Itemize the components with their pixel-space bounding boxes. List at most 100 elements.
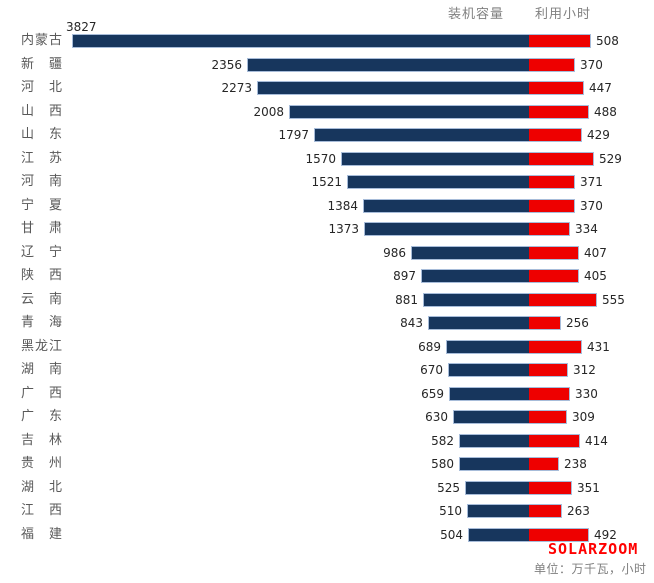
hours-bar — [529, 129, 581, 141]
capacity-bar — [454, 411, 529, 423]
capacity-bar — [290, 106, 529, 118]
hours-value-label: 407 — [584, 246, 607, 260]
diverging-bar — [448, 363, 568, 377]
capacity-bar — [424, 294, 529, 306]
diverging-bar — [459, 434, 580, 448]
hours-value-label: 256 — [566, 316, 589, 330]
capacity-value-label: 510 — [439, 504, 462, 518]
legend-hours-label: 利用小时 — [535, 7, 592, 22]
capacity-value-label: 1521 — [311, 175, 342, 189]
hours-value-label: 371 — [580, 175, 603, 189]
diverging-bar — [468, 528, 589, 542]
province-label: 内蒙古 — [20, 33, 63, 48]
capacity-bar — [364, 200, 529, 212]
province-label: 云 南 — [20, 292, 63, 307]
province-label: 福 建 — [20, 527, 63, 542]
hours-bar — [529, 364, 567, 376]
hours-value-label: 431 — [587, 340, 610, 354]
hours-bar — [529, 388, 569, 400]
diverging-bar — [446, 340, 582, 354]
capacity-value-label: 659 — [421, 387, 444, 401]
diverging-bar — [423, 293, 597, 307]
diverging-bar — [247, 58, 575, 72]
hours-bar — [529, 294, 596, 306]
hours-bar — [529, 223, 569, 235]
capacity-value-label: 689 — [418, 340, 441, 354]
province-label: 广 东 — [20, 409, 63, 424]
capacity-value-label: 2273 — [221, 81, 252, 95]
capacity-value-label: 897 — [393, 269, 416, 283]
capacity-bar — [422, 270, 529, 282]
province-label: 江 苏 — [20, 151, 63, 166]
hours-value-label: 414 — [585, 434, 608, 448]
capacity-bar — [466, 482, 529, 494]
diverging-bar — [421, 269, 579, 283]
hours-value-label: 529 — [599, 152, 622, 166]
capacity-bar — [429, 317, 529, 329]
capacity-value-label: 1797 — [278, 128, 309, 142]
capacity-value-label: 1384 — [327, 199, 358, 213]
capacity-bar — [460, 458, 529, 470]
capacity-value-label: 1373 — [328, 222, 359, 236]
hours-value-label: 429 — [587, 128, 610, 142]
capacity-bar — [450, 388, 529, 400]
province-label: 湖 北 — [20, 480, 63, 495]
hours-value-label: 238 — [564, 457, 587, 471]
hours-value-label: 555 — [602, 293, 625, 307]
hours-bar — [529, 411, 566, 423]
hours-bar — [529, 200, 574, 212]
hours-bar — [529, 247, 578, 259]
province-label: 陕 西 — [20, 268, 63, 283]
diverging-bar — [465, 481, 572, 495]
province-label: 河 南 — [20, 174, 63, 189]
capacity-value-label: 525 — [437, 481, 460, 495]
capacity-value-label: 843 — [400, 316, 423, 330]
hours-value-label: 488 — [594, 105, 617, 119]
diverging-bar — [428, 316, 561, 330]
capacity-bar — [447, 341, 529, 353]
diverging-bar — [453, 410, 567, 424]
province-label: 黑龙江 — [20, 339, 63, 354]
province-label: 广 西 — [20, 386, 63, 401]
legend-capacity-label: 装机容量 — [448, 7, 505, 22]
unit-note: 单位：万千瓦，小时 — [534, 562, 647, 576]
capacity-value-label: 986 — [383, 246, 406, 260]
diverging-bar — [449, 387, 570, 401]
capacity-value-label: 2008 — [253, 105, 284, 119]
province-label: 新 疆 — [20, 57, 63, 72]
capacity-value-label: 630 — [425, 410, 448, 424]
province-label: 辽 宁 — [20, 245, 63, 260]
province-label: 江 西 — [20, 503, 63, 518]
capacity-value-label: 2356 — [211, 58, 242, 72]
capacity-bar — [342, 153, 529, 165]
hours-bar — [529, 82, 583, 94]
province-label: 吉 林 — [20, 433, 63, 448]
hours-bar — [529, 435, 579, 447]
diverging-bar — [289, 105, 589, 119]
capacity-bar — [258, 82, 529, 94]
province-label: 青 海 — [20, 315, 63, 330]
hours-bar — [529, 35, 590, 47]
diverging-bar — [459, 457, 559, 471]
province-label: 贵 州 — [20, 456, 63, 471]
capacity-bar — [412, 247, 529, 259]
hours-value-label: 330 — [575, 387, 598, 401]
hours-value-label: 334 — [575, 222, 598, 236]
capacity-value-label: 580 — [431, 457, 454, 471]
diverging-bar — [411, 246, 579, 260]
capacity-bar — [73, 35, 529, 47]
hours-bar — [529, 505, 561, 517]
hours-value-label: 263 — [567, 504, 590, 518]
hours-bar — [529, 529, 588, 541]
hours-value-label: 312 — [573, 363, 596, 377]
capacity-bar — [469, 529, 529, 541]
capacity-value-label: 881 — [395, 293, 418, 307]
province-label: 河 北 — [20, 80, 63, 95]
capacity-value-label: 670 — [420, 363, 443, 377]
province-label: 山 西 — [20, 104, 63, 119]
capacity-bar — [315, 129, 529, 141]
hours-value-label: 405 — [584, 269, 607, 283]
capacity-bar — [468, 505, 529, 517]
capacity-bar — [365, 223, 529, 235]
capacity-value-label: 504 — [440, 528, 463, 542]
